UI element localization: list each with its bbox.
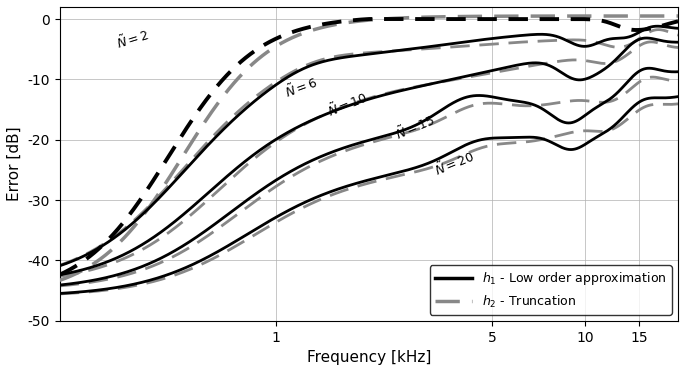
Text: $\tilde{N} = 20$: $\tilde{N} = 20$ (432, 148, 477, 179)
Y-axis label: Error [dB]: Error [dB] (7, 126, 22, 201)
Text: $\tilde{N} = 2$: $\tilde{N} = 2$ (114, 27, 151, 52)
Text: $\tilde{N} = 15$: $\tilde{N} = 15$ (393, 111, 438, 143)
Text: $\tilde{N} = 6$: $\tilde{N} = 6$ (282, 74, 320, 100)
X-axis label: Frequency [kHz]: Frequency [kHz] (307, 350, 431, 365)
Text: $\tilde{N} = 10$: $\tilde{N} = 10$ (325, 89, 371, 120)
Legend: $h_1$ - Low order approximation, $h_2$ - Truncation: $h_1$ - Low order approximation, $h_2$ -… (429, 265, 672, 315)
